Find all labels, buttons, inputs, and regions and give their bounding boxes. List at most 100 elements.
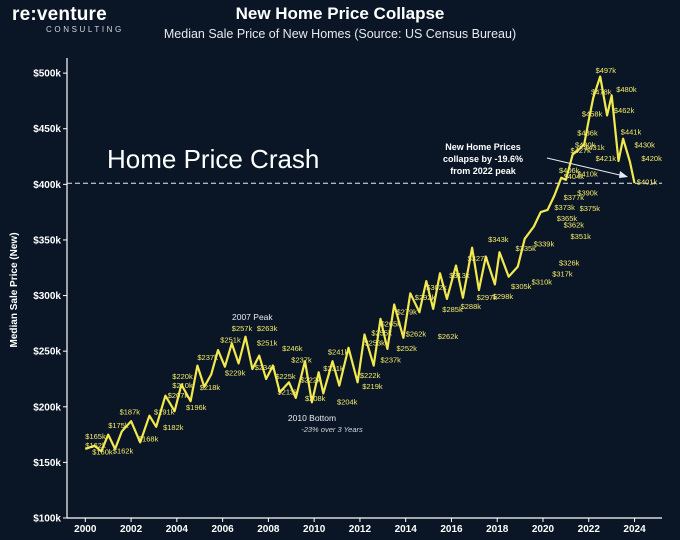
axes: $100k $150k $200k $250k $300k $350k $400k $450k… (9, 58, 662, 535)
data-label: $401k (637, 177, 658, 186)
data-label: $375k (580, 204, 601, 213)
data-label: $237k (197, 353, 218, 362)
data-label: $251k (220, 335, 241, 344)
data-label: $234k (255, 363, 276, 372)
data-label: $253k (365, 339, 386, 348)
data-label: $246k (282, 344, 303, 353)
data-label: $204k (337, 398, 358, 407)
annotation-arrow-head (619, 171, 628, 178)
data-label: $207k (168, 391, 189, 400)
annotation-arrow-line (546, 157, 625, 177)
data-label: $339k (534, 240, 555, 249)
data-label: $335k (516, 244, 537, 253)
data-label: $317k (552, 270, 573, 279)
logo-wordmark: re:venture (12, 4, 107, 25)
data-label: $265k (381, 320, 402, 329)
data-label: $292k (415, 293, 436, 302)
data-label: $208k (305, 394, 326, 403)
data-label: $297k (477, 293, 498, 302)
data-label: $404k (564, 172, 585, 181)
data-label: $252k (397, 344, 418, 353)
data-label: $362k (564, 221, 585, 230)
x-tick-label: 2016 (440, 524, 463, 535)
annotation-home-price-crash: Home Price Crash (107, 144, 319, 174)
data-label: $257k (232, 324, 253, 333)
data-label: $480k (616, 85, 637, 94)
data-label: $262k (406, 330, 427, 339)
data-label: $430k (575, 141, 596, 150)
data-label: $298k (493, 292, 514, 301)
data-label: $326k (559, 259, 580, 268)
annotation-2007-peak: 2007 Peak (232, 312, 273, 322)
data-label: $225k (275, 372, 296, 381)
data-label: $478k (591, 87, 612, 96)
x-tick-label: 2024 (623, 524, 646, 535)
data-label: $288k (461, 302, 482, 311)
data-label: $191k (154, 408, 175, 417)
annotation-2010-bottom: 2010 Bottom (288, 413, 336, 423)
data-label: $310k (532, 277, 553, 286)
data-label: $160k (92, 448, 113, 457)
data-label: $219k (362, 382, 383, 391)
y-tick-label: $300k (33, 291, 61, 302)
data-label: $327k (468, 254, 489, 263)
data-label: $175k (108, 421, 129, 430)
price-series-line (84, 75, 636, 453)
y-tick-label: $150k (33, 458, 61, 469)
data-label: $187k (120, 408, 141, 417)
y-tick-label: $350k (33, 235, 61, 246)
data-label: $182k (163, 423, 184, 432)
x-tick-label: 2006 (211, 524, 234, 535)
series-group (84, 75, 636, 453)
brand-logo: re:venture CONSULTING (12, 4, 132, 34)
data-label: $421k (596, 154, 617, 163)
x-tick-label: 2012 (349, 524, 372, 535)
data-label: $365k (557, 214, 578, 223)
annotation-2010-drop: -23% over 3 Years (301, 425, 363, 434)
data-label: $218k (200, 383, 221, 392)
x-tick-label: 2020 (532, 524, 555, 535)
y-tick-label: $100k (33, 514, 61, 525)
data-label: $313k (449, 271, 470, 280)
annotation-collapse-line3: from 2022 peak (450, 166, 517, 176)
y-tick-label: $400k (33, 180, 61, 191)
annotations-group: Home Price Crash 2007 Peak 2010 Bottom -23%… (107, 142, 628, 434)
data-label: $262k (438, 332, 459, 341)
annotation-collapse-line2: collapse by -19.6% (443, 154, 523, 164)
x-tick-label: 2004 (166, 524, 189, 535)
y-tick-label: $250k (33, 347, 61, 358)
y-tick-label: $450k (33, 124, 61, 135)
data-label: $462k (614, 106, 635, 115)
data-label: $237k (291, 355, 312, 364)
data-label: $241k (328, 348, 349, 357)
data-label: $343k (488, 235, 509, 244)
x-tick-label: 2014 (395, 524, 418, 535)
data-label: $168k (138, 434, 159, 443)
x-tick-label: 2000 (74, 524, 97, 535)
data-label: $220k (172, 372, 193, 381)
data-label: $377k (564, 193, 585, 202)
data-label: $196k (186, 403, 207, 412)
data-label: $406k (559, 166, 580, 175)
data-label: $213k (278, 388, 299, 397)
chart-subtitle: Median Sale Price of New Homes (Source: … (163, 27, 517, 41)
data-label: $497k (596, 66, 617, 75)
data-label: $229k (225, 369, 246, 378)
data-label: $430k (635, 141, 656, 150)
data-label: $302k (426, 283, 447, 292)
x-tick-label: 2008 (257, 524, 280, 535)
data-label: $351k (571, 232, 592, 241)
data-label: $410k (577, 170, 598, 179)
annotation-collapse-line1: New Home Prices (445, 142, 521, 152)
data-label: $237k (381, 355, 402, 364)
data-label: $263k (257, 324, 278, 333)
data-label: $441k (621, 127, 642, 136)
y-tick-label: $200k (33, 402, 61, 413)
data-label: $436k (577, 128, 598, 137)
data-label: $458k (582, 110, 603, 119)
y-axis-label: Median Sale Price (New) (9, 232, 20, 347)
data-label: $222k (300, 375, 321, 384)
data-labels-group: $162k$165k$160k$175k$162k$187k$168k$191k… (85, 66, 662, 457)
